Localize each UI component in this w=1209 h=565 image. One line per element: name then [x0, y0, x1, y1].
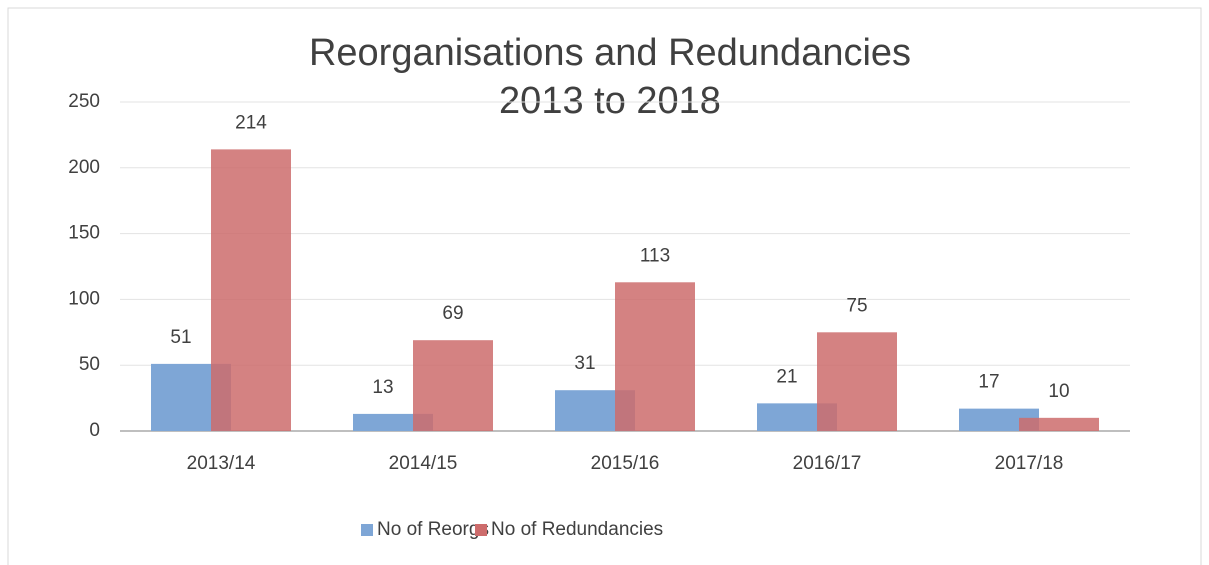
y-tick-label: 50	[79, 354, 100, 375]
data-label: 21	[776, 366, 797, 387]
y-tick-label: 200	[68, 157, 100, 178]
x-tick-label: 2016/17	[793, 453, 862, 474]
x-tick-label: 2015/16	[591, 453, 660, 474]
y-tick-label: 0	[89, 420, 100, 441]
bar	[615, 282, 695, 431]
bar	[413, 340, 493, 431]
data-label: 69	[442, 303, 463, 324]
y-tick-label: 100	[68, 288, 100, 309]
data-label: 13	[372, 377, 393, 398]
chart-title: 2013 to 2018	[499, 80, 721, 122]
x-tick-label: 2017/18	[995, 453, 1064, 474]
data-label: 214	[235, 112, 267, 133]
y-tick-label: 250	[68, 91, 100, 112]
data-label: 75	[846, 295, 867, 316]
bar	[817, 332, 897, 431]
data-label: 31	[574, 353, 595, 374]
x-tick-label: 2013/14	[187, 453, 256, 474]
data-label: 17	[978, 372, 999, 393]
chart-title: Reorganisations and Redundancies	[309, 32, 911, 74]
legend-label: No of Redundancies	[491, 519, 663, 540]
y-tick-label: 150	[68, 223, 100, 244]
bar	[211, 149, 291, 431]
legend-swatch	[475, 524, 487, 536]
legend-swatch	[361, 524, 373, 536]
chart-frame	[7, 7, 1202, 565]
bar	[1019, 417, 1099, 431]
data-label: 113	[640, 245, 670, 266]
data-label: 51	[170, 327, 191, 348]
x-tick-label: 2014/15	[389, 453, 458, 474]
data-label: 10	[1048, 381, 1069, 402]
legend-label: No of Reorgs	[377, 519, 489, 540]
